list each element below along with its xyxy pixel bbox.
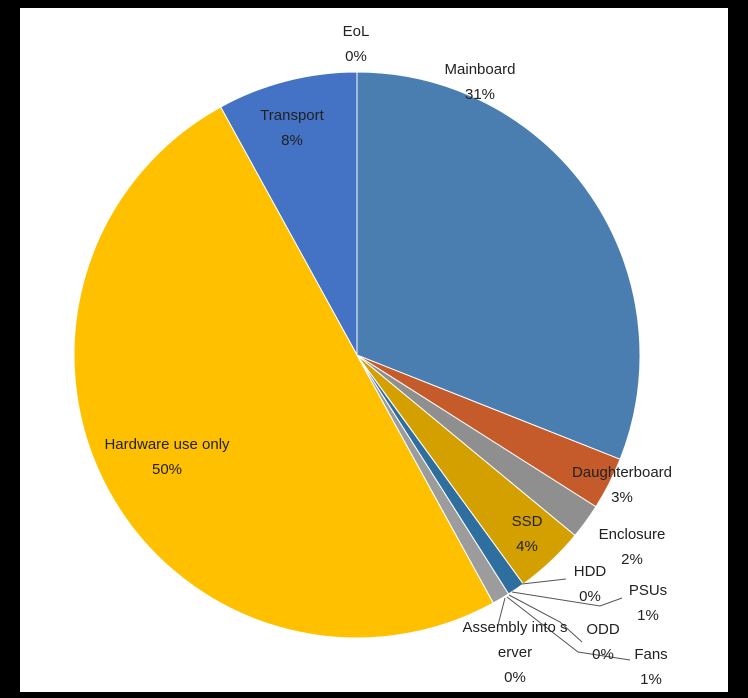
pie-slice xyxy=(219,71,358,356)
value-label: 8% xyxy=(281,132,303,149)
slice-label: HDD 0% xyxy=(560,559,620,609)
category-label: Fans xyxy=(634,646,668,663)
category-label: ODD xyxy=(586,621,620,638)
value-label: 50% xyxy=(151,461,183,478)
category-label: Assembly into server xyxy=(462,619,568,661)
value-label: 0% xyxy=(579,588,601,605)
pie-slice xyxy=(73,106,495,639)
category-label: PSUs xyxy=(628,582,668,599)
slice-label: Enclosure 2% xyxy=(572,522,692,572)
category-label: Daughterboard xyxy=(571,464,673,481)
slice-label: Fans 1% xyxy=(621,642,681,692)
category-label: HDD xyxy=(573,563,607,580)
category-label: EoL xyxy=(342,23,370,40)
category-label: Enclosure xyxy=(598,526,666,543)
slice-label: Mainboard 31% xyxy=(410,57,550,107)
slice-label: Daughterboard 3% xyxy=(563,460,681,510)
slice-label: Transport 8% xyxy=(242,103,342,153)
slice-label: EoL 0% xyxy=(326,19,386,69)
value-label: 2% xyxy=(621,551,643,568)
leader-line xyxy=(521,578,567,585)
leader-line xyxy=(497,597,506,626)
slice-label: Hardware use only 50% xyxy=(102,432,232,482)
value-label: 0% xyxy=(504,669,526,686)
value-label: 0% xyxy=(592,646,614,663)
slice-label: ODD 0% xyxy=(573,617,633,667)
category-label: Hardware use only xyxy=(104,436,230,453)
value-label: 1% xyxy=(640,671,662,688)
slice-label: PSUs 1% xyxy=(618,578,678,628)
category-label: Mainboard xyxy=(444,61,516,78)
category-label: SSD xyxy=(511,513,543,530)
leader-line xyxy=(511,591,623,607)
value-label: 1% xyxy=(637,607,659,624)
pie-slice xyxy=(356,71,641,460)
slice-label: Assembly into server 0% xyxy=(460,615,570,690)
value-label: 3% xyxy=(611,489,633,506)
leader-line xyxy=(508,594,583,643)
value-label: 0% xyxy=(345,48,367,65)
category-label: Transport xyxy=(260,107,324,124)
value-label: 4% xyxy=(516,538,538,555)
value-label: 31% xyxy=(464,86,496,103)
leader-line xyxy=(506,596,631,661)
slice-label: SSD 4% xyxy=(487,509,567,559)
